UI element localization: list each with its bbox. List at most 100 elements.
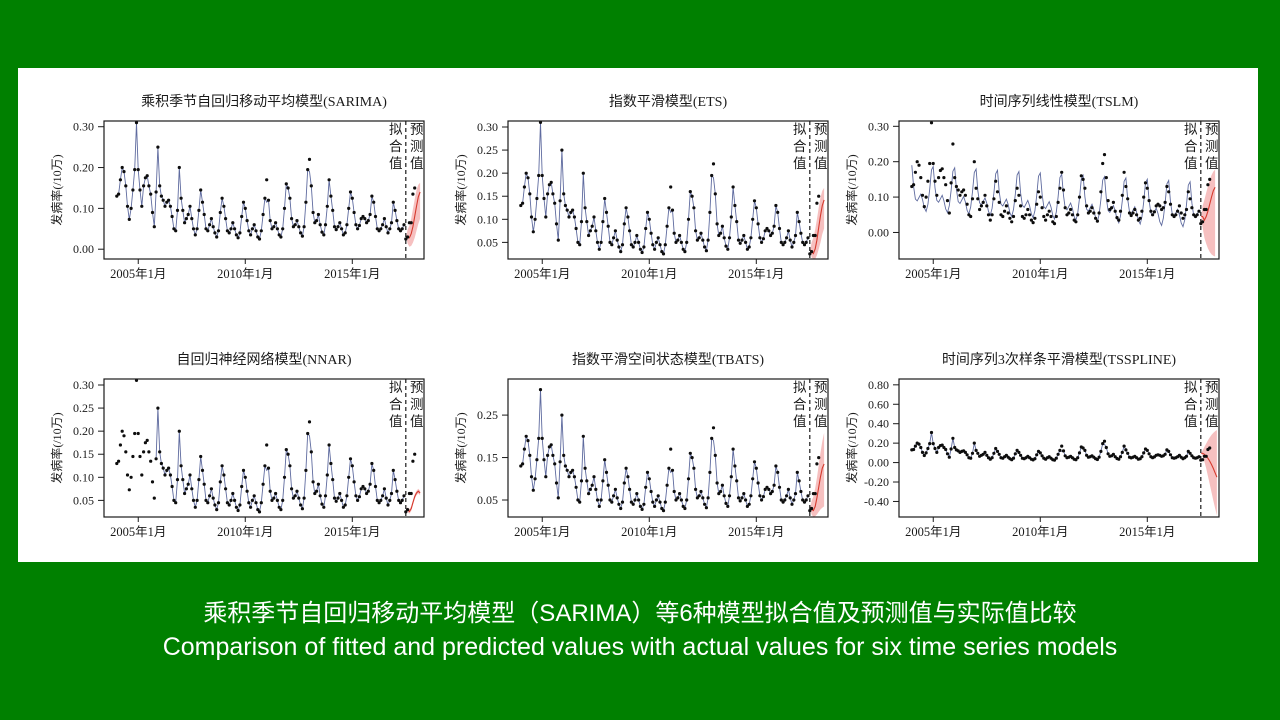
plot-frame [103,120,425,260]
y-tick-label: 0.30 [73,378,94,392]
y-tick-label: 0.25 [477,408,498,422]
predicted-annotation: 预 [814,122,828,137]
predicted-annotation: 值 [410,414,424,429]
caption-chinese: 乘积季节自回归移动平均模型（SARIMA）等6种模型拟合值及预测值与实际值比较 [203,600,1077,627]
fitted-annotation: 合 [793,139,807,154]
y-tick-label: 0.30 [73,120,94,134]
fitted-annotation: 值 [1184,156,1198,171]
fitted-annotation: 值 [793,414,807,429]
y-tick-label: 0.10 [477,212,498,226]
fitted-line [116,122,405,240]
fitted-annotation: 拟 [1184,380,1198,395]
predicted-annotation: 测 [410,139,424,154]
plot-title-tsspline: 时间序列3次样条平滑模型(TSSPLINE) [942,351,1176,368]
plot-title-ets: 指数平滑模型(ETS) [609,93,728,110]
fitted-annotation: 拟 [793,122,807,137]
fitted-annotation: 拟 [389,122,403,137]
forecast-interval-fan [1201,430,1217,516]
plot-frame [507,120,829,260]
plot-nnar: 自回归神经网络模型(NNAR) 发病率(/10万) 0.05 0.10 0.15 0.20… [49,351,425,539]
x-tick-label: 2010年1月 [217,267,273,281]
x-tick-label: 2015年1月 [728,525,784,539]
forecast-interval-fan [1201,169,1216,257]
y-tick-label: 0.20 [477,166,498,180]
plot-title-nnar: 自回归神经网络模型(NNAR) [177,351,352,368]
forecast-interval-fan [406,182,421,247]
y-axis-label: 发病率(/10万) [453,154,468,225]
predicted-annotation: 测 [410,397,424,412]
fitted-annotation: 拟 [793,380,807,395]
x-tick-label: 2015年1月 [324,267,380,281]
y-tick-label: 0.20 [73,161,94,175]
x-tick-label: 2005年1月 [110,525,166,539]
y-axis-label: 发病率(/10万) [844,154,859,225]
y-tick-label: 0.00 [868,456,889,470]
y-tick-label: 0.30 [477,120,498,134]
y-tick-label: 0.10 [868,190,889,204]
fitted-annotation: 拟 [1184,122,1198,137]
y-tick-label: 0.05 [477,493,498,507]
fitted-annotation: 合 [389,397,403,412]
plot-title-tbats: 指数平滑空间状态模型(TBATS) [572,351,764,368]
x-tick-label: 2010年1月 [1012,267,1068,281]
x-tick-label: 2005年1月 [514,267,570,281]
x-tick-label: 2005年1月 [514,525,570,539]
plot-frame [898,120,1220,260]
y-tick-label: -0.40 [864,494,889,508]
figure-panel: 乘积季节自回归移动平均模型(SARIMA) 发病率(/10万) 0.00 0.10 0.… [18,68,1258,562]
plot-ets: 指数平滑模型(ETS) 发病率(/10万) 0.05 0.10 0.15 0.20 0.25… [453,93,829,281]
plot-frame [103,378,425,518]
fitted-annotation: 值 [389,414,403,429]
predicted-annotation: 值 [1205,414,1219,429]
fitted-annotation: 合 [1184,397,1198,412]
predicted-annotation: 测 [1205,139,1219,154]
x-tick-label: 2015年1月 [1119,525,1175,539]
plot-frame [898,378,1220,518]
y-tick-label: 0.15 [73,447,94,461]
y-tick-label: 0.25 [477,143,498,157]
predicted-annotation: 值 [814,156,828,171]
predicted-annotation: 预 [410,380,424,395]
plot-title-sarima: 乘积季节自回归移动平均模型(SARIMA) [141,93,387,110]
fitted-annotation: 值 [793,156,807,171]
fitted-line [520,389,809,512]
fitted-annotation: 值 [1184,414,1198,429]
x-tick-label: 2010年1月 [621,525,677,539]
plot-tbats: 指数平滑空间状态模型(TBATS) 发病率(/10万) 0.05 0.15 0.25 20… [453,351,829,539]
x-tick-label: 2010年1月 [1012,525,1068,539]
fitted-annotation: 合 [1184,139,1198,154]
y-axis-label: 发病率(/10万) [844,412,859,483]
x-tick-label: 2015年1月 [324,525,380,539]
y-tick-label: -0.20 [864,475,889,489]
predicted-annotation: 值 [814,414,828,429]
y-tick-label: 0.80 [868,378,889,392]
y-axis-label: 发病率(/10万) [49,412,64,483]
y-tick-label: 0.30 [868,119,889,133]
fitted-annotation: 合 [389,139,403,154]
plot-tslm: 时间序列线性模型(TSLM) 发病率(/10万) 0.00 0.10 0.20 0.30 2… [844,94,1220,281]
y-tick-label: 0.25 [73,401,94,415]
y-tick-label: 0.15 [477,451,498,465]
y-tick-label: 0.05 [477,235,498,249]
predicted-annotation: 测 [814,139,828,154]
predicted-annotation: 预 [1205,122,1219,137]
y-tick-label: 0.00 [73,242,94,256]
y-tick-label: 0.00 [868,225,889,239]
forecast-line [1201,452,1218,478]
fitted-line [520,122,809,255]
y-tick-label: 0.20 [73,424,94,438]
plot-sarima: 乘积季节自回归移动平均模型(SARIMA) 发病率(/10万) 0.00 0.10 0.… [49,93,425,281]
x-tick-label: 2010年1月 [621,267,677,281]
caption-english: Comparison of fitted and predicted value… [162,633,1118,661]
x-tick-label: 2005年1月 [905,525,961,539]
forecast-interval-fan [810,432,825,517]
fitted-annotation: 拟 [389,380,403,395]
fitted-annotation: 值 [389,156,403,171]
x-tick-label: 2010年1月 [217,525,273,539]
y-tick-label: 0.05 [73,493,94,507]
forecast-line [1201,186,1216,222]
predicted-annotation: 测 [1205,397,1219,412]
x-tick-label: 2005年1月 [110,267,166,281]
forecast-interval-fan [810,187,825,259]
